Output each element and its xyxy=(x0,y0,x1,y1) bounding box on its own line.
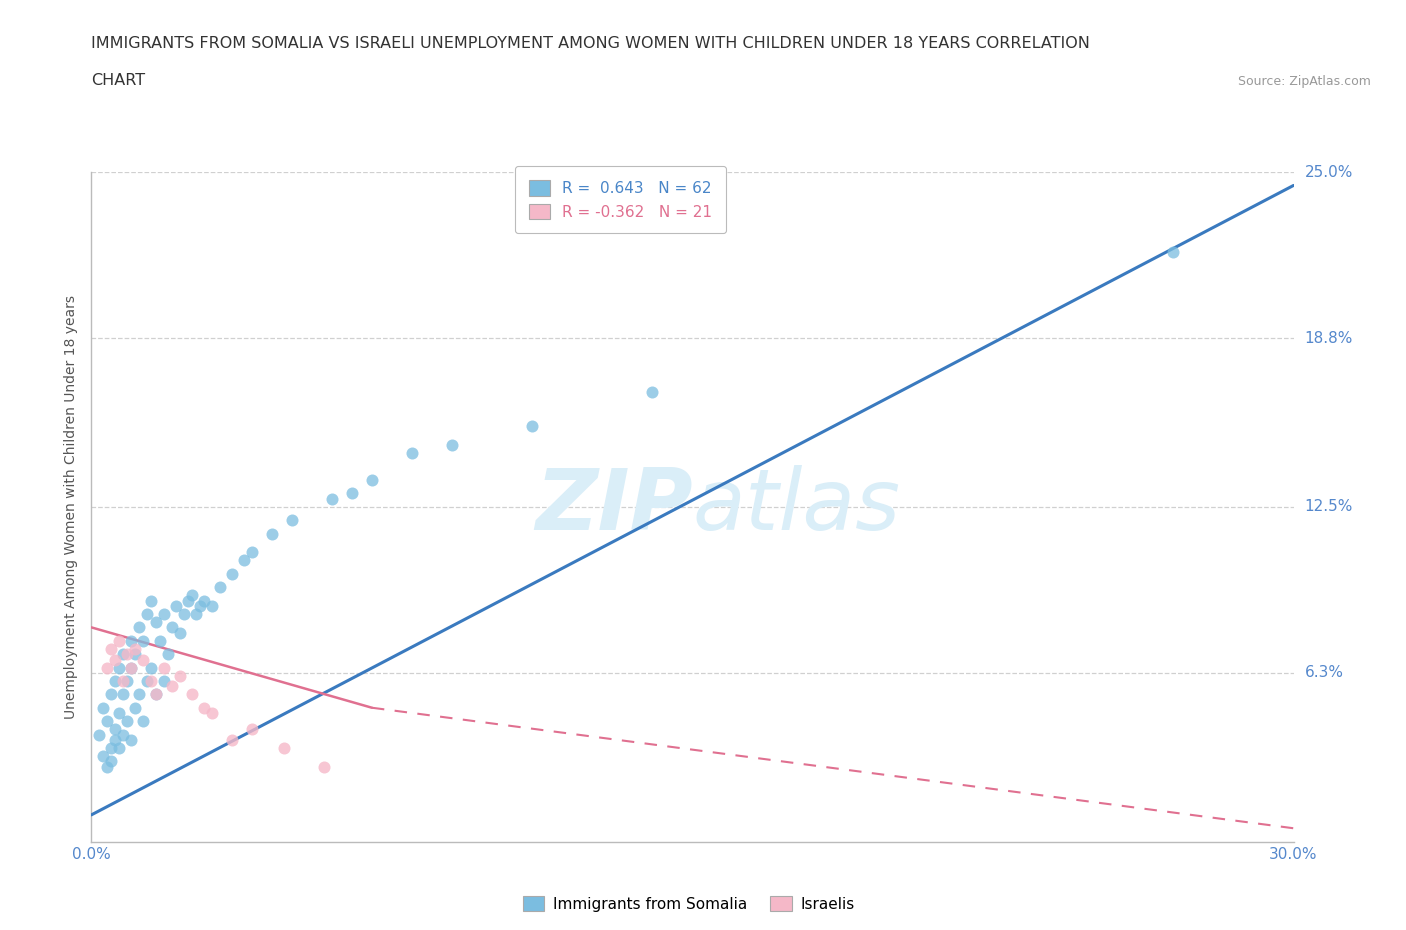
Point xyxy=(136,606,159,621)
Point xyxy=(156,646,179,661)
Point xyxy=(104,673,127,688)
Point xyxy=(121,633,143,648)
Point xyxy=(121,660,143,675)
Point xyxy=(360,472,382,487)
Point xyxy=(93,749,115,764)
Point xyxy=(136,673,159,688)
Point xyxy=(152,673,174,688)
Point xyxy=(188,599,211,614)
Text: 25.0%: 25.0% xyxy=(1305,165,1353,179)
Point xyxy=(128,687,150,702)
Point xyxy=(260,526,283,541)
Text: IMMIGRANTS FROM SOMALIA VS ISRAELI UNEMPLOYMENT AMONG WOMEN WITH CHILDREN UNDER : IMMIGRANTS FROM SOMALIA VS ISRAELI UNEMP… xyxy=(91,36,1090,51)
Point xyxy=(193,700,215,715)
Point xyxy=(100,740,122,755)
Y-axis label: Unemployment Among Women with Children Under 18 years: Unemployment Among Women with Children U… xyxy=(65,295,79,719)
Point xyxy=(121,733,143,748)
Point xyxy=(108,660,131,675)
Point xyxy=(117,646,139,661)
Point xyxy=(124,646,146,661)
Point xyxy=(152,660,174,675)
Text: 6.3%: 6.3% xyxy=(1305,665,1344,681)
Point xyxy=(96,759,118,774)
Point xyxy=(232,553,254,568)
Point xyxy=(89,727,111,742)
Point xyxy=(641,384,664,399)
Point xyxy=(108,740,131,755)
Point xyxy=(165,599,187,614)
Point xyxy=(169,668,191,683)
Point xyxy=(100,642,122,657)
Point xyxy=(176,593,198,608)
Legend: R =  0.643   N = 62, R = -0.362   N = 21: R = 0.643 N = 62, R = -0.362 N = 21 xyxy=(515,166,725,233)
Point xyxy=(117,713,139,728)
Point xyxy=(312,759,335,774)
Legend: Immigrants from Somalia, Israelis: Immigrants from Somalia, Israelis xyxy=(516,889,862,918)
Point xyxy=(173,606,195,621)
Point xyxy=(96,713,118,728)
Point xyxy=(273,740,295,755)
Point xyxy=(180,588,202,603)
Point xyxy=(117,673,139,688)
Point xyxy=(124,642,146,657)
Point xyxy=(221,566,243,581)
Point xyxy=(100,687,122,702)
Point xyxy=(401,445,423,460)
Point xyxy=(93,700,115,715)
Point xyxy=(132,652,155,667)
Point xyxy=(145,615,167,630)
Point xyxy=(201,599,224,614)
Point xyxy=(321,491,343,506)
Point xyxy=(128,620,150,635)
Point xyxy=(124,700,146,715)
Text: CHART: CHART xyxy=(91,73,145,88)
Point xyxy=(160,679,183,694)
Point xyxy=(104,733,127,748)
Point xyxy=(112,687,135,702)
Point xyxy=(193,593,215,608)
Point xyxy=(141,673,163,688)
Point xyxy=(148,633,170,648)
Point xyxy=(145,687,167,702)
Point xyxy=(104,722,127,737)
Point xyxy=(281,512,304,527)
Text: Source: ZipAtlas.com: Source: ZipAtlas.com xyxy=(1237,75,1371,88)
Point xyxy=(440,438,463,453)
Point xyxy=(184,606,207,621)
Point xyxy=(112,646,135,661)
Point xyxy=(208,579,231,594)
Point xyxy=(169,625,191,640)
Point xyxy=(104,652,127,667)
Point xyxy=(121,660,143,675)
Point xyxy=(221,733,243,748)
Text: ZIP: ZIP xyxy=(534,465,692,549)
Point xyxy=(201,706,224,721)
Point xyxy=(240,722,263,737)
Point xyxy=(141,593,163,608)
Point xyxy=(100,754,122,769)
Point xyxy=(112,727,135,742)
Text: 18.8%: 18.8% xyxy=(1305,330,1353,346)
Point xyxy=(132,713,155,728)
Point xyxy=(522,419,544,434)
Text: 12.5%: 12.5% xyxy=(1305,499,1353,514)
Point xyxy=(132,633,155,648)
Point xyxy=(108,633,131,648)
Point xyxy=(152,606,174,621)
Point xyxy=(1163,245,1185,259)
Point xyxy=(96,660,118,675)
Point xyxy=(145,687,167,702)
Point xyxy=(112,673,135,688)
Text: atlas: atlas xyxy=(692,465,900,549)
Point xyxy=(160,620,183,635)
Point xyxy=(240,545,263,560)
Point xyxy=(108,706,131,721)
Point xyxy=(141,660,163,675)
Point xyxy=(340,486,363,501)
Point xyxy=(180,687,202,702)
